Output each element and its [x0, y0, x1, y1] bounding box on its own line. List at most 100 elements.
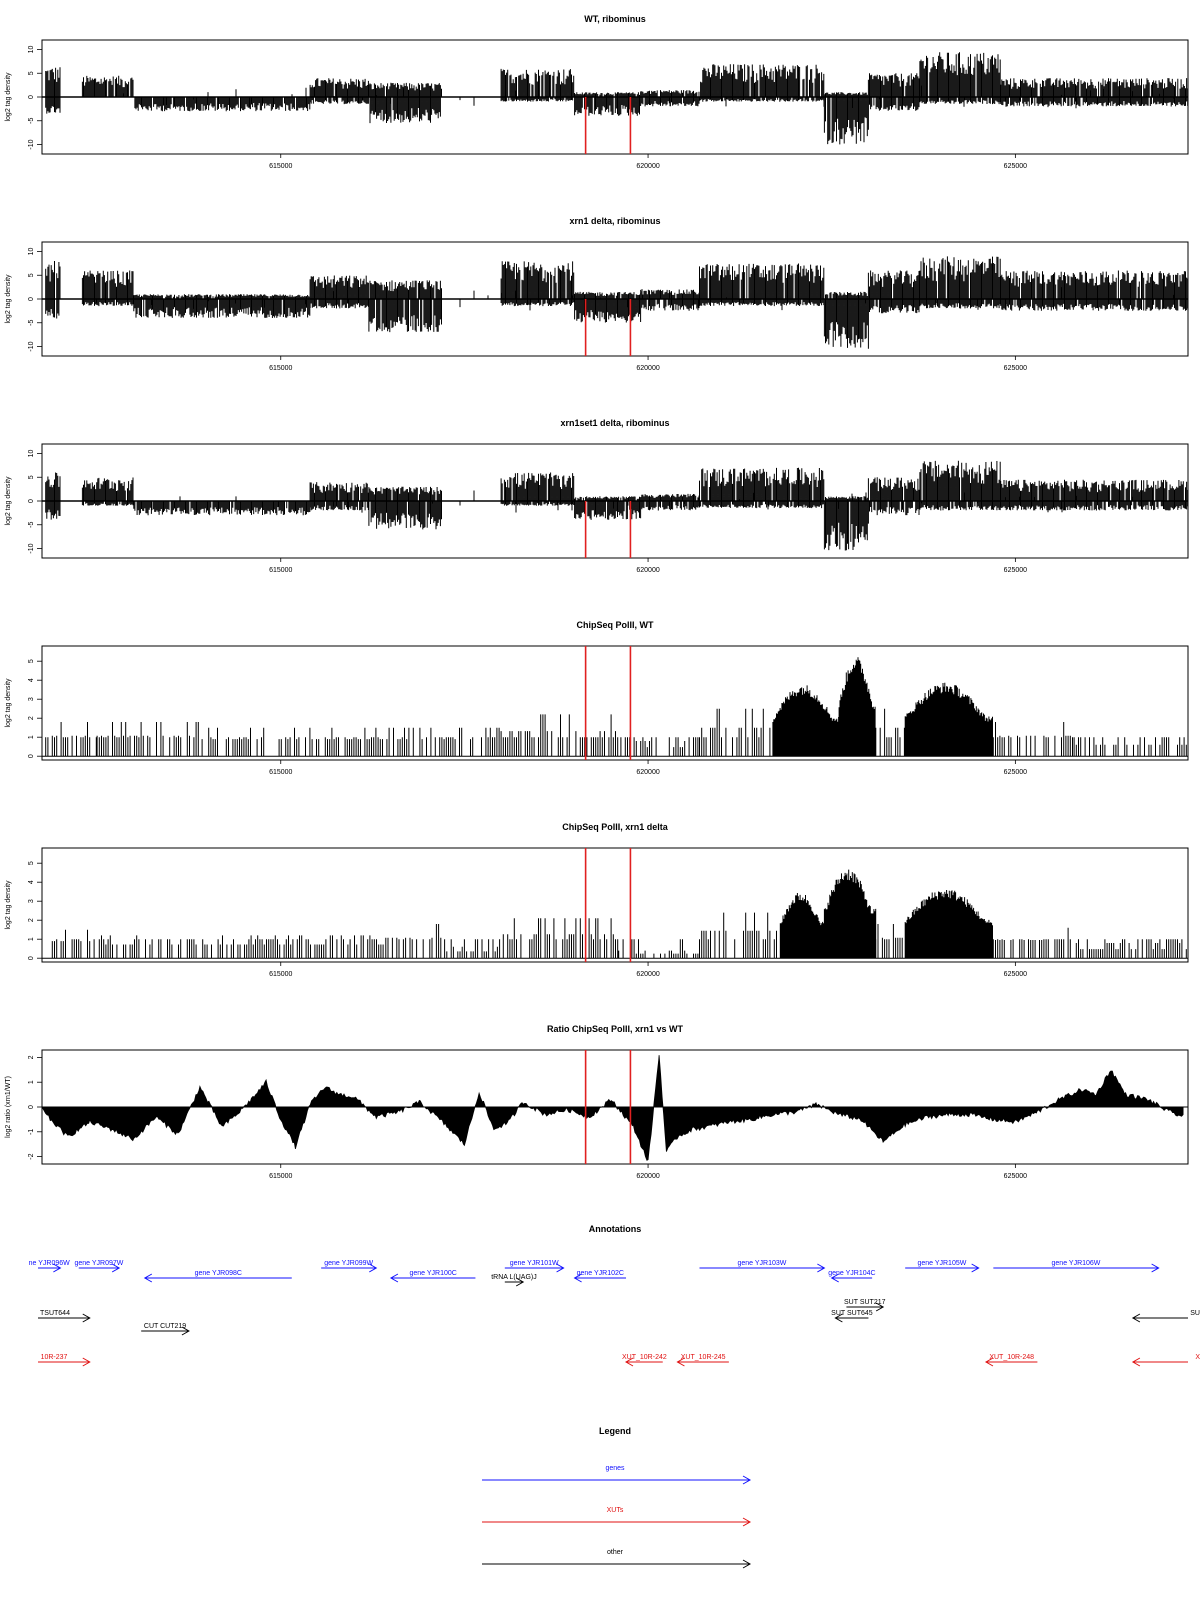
other-arrow [1131, 1313, 1188, 1323]
x-tick-label: 625000 [1004, 1173, 1027, 1180]
gene-arrow [573, 1273, 627, 1283]
legend-label: XUTs [607, 1507, 624, 1514]
panel-2: xrn1 delta, ribominus 10 5 0 -5 -10 log2 tag d… [5, 216, 1189, 372]
legend-label: other [607, 1549, 624, 1556]
y-tick-label: 5 [28, 273, 35, 277]
panel-1: WT, ribominus 10 5 0 -5 -10 log2 tag density 61… [5, 14, 1189, 170]
y-tick-label: 1 [28, 735, 35, 739]
y-tick-label: 0 [28, 499, 35, 503]
gene-arrow [38, 1263, 62, 1273]
gene-label: gene YJR104C [828, 1270, 875, 1277]
y-tick-label: 5 [28, 475, 35, 479]
x-tick-label: 620000 [636, 163, 659, 170]
y-tick-label: -5 [28, 118, 35, 124]
y-tick-label: 10 [28, 46, 35, 54]
xut-label: XUT_10R-248 [989, 1354, 1034, 1361]
x-tick-label: 625000 [1004, 365, 1027, 372]
panel-title: xrn1 delta, ribominus [569, 216, 660, 226]
x-tick-label: 625000 [1004, 567, 1027, 574]
x-tick-label: 615000 [269, 769, 292, 776]
gene-arrow [78, 1263, 121, 1273]
signal-bars [51, 869, 1187, 959]
x-tick-label: 620000 [636, 1173, 659, 1180]
gene-label: gene YJR105W [917, 1260, 966, 1267]
y-tick-label: -1 [28, 1129, 35, 1135]
y-tick-label: 1 [28, 937, 35, 941]
y-tick-label: 4 [28, 678, 35, 682]
x-tick-label: 615000 [269, 365, 292, 372]
y-tick-label: 2 [28, 918, 35, 922]
legend-arrow [482, 1559, 752, 1569]
signal-bars [45, 657, 1187, 757]
xut-label: X [1195, 1354, 1200, 1361]
y-tick-label: 1 [28, 1080, 35, 1084]
y-tick-label: 4 [28, 880, 35, 884]
x-tick-label: 620000 [636, 971, 659, 978]
gene-arrow [699, 1263, 826, 1273]
y-tick-label: -5 [28, 320, 35, 326]
annotations-track: Annotations ne YJR096W gene YJR097W gene YJ… [29, 1224, 1200, 1367]
panel-title: ChipSeq PolII, WT [577, 620, 654, 630]
x-tick-label: 615000 [269, 567, 292, 574]
xut-label: XUT_10R-242 [622, 1354, 667, 1361]
other-label: tRNA L(UAG)J [491, 1274, 537, 1281]
gene-label: gene YJR097W [74, 1260, 123, 1267]
signal-bars [45, 460, 1188, 551]
y-tick-label: -10 [28, 543, 35, 553]
signal-bars [45, 256, 1188, 349]
y-tick-label: 3 [28, 899, 35, 903]
y-tick-label: -10 [28, 341, 35, 351]
other-label: SUT SUT645 [831, 1310, 873, 1317]
gene-label: gene YJR103W [737, 1260, 786, 1267]
gene-arrow [993, 1263, 1160, 1273]
panel-title: WT, ribominus [584, 14, 646, 24]
y-tick-label: -10 [28, 139, 35, 149]
panel-title: xrn1set1 delta, ribominus [560, 418, 669, 428]
xut-arrow [38, 1357, 91, 1367]
gene-arrow [504, 1263, 565, 1273]
legend-arrow [482, 1517, 752, 1527]
panel-title: ChipSeq PolII, xrn1 delta [562, 822, 669, 832]
y-tick-label: 5 [28, 861, 35, 865]
panel-4: ChipSeq PolII, WT 5 4 3 2 1 0 log2 tag density 6… [5, 620, 1189, 776]
y-tick-label: 10 [28, 248, 35, 256]
y-tick-label: -2 [28, 1153, 35, 1159]
xut-arrow [625, 1357, 663, 1367]
y-axis-label: log2 tag density [5, 880, 12, 930]
x-tick-label: 625000 [1004, 971, 1027, 978]
gene-label: gene YJR106W [1052, 1260, 1101, 1267]
other-arrow [834, 1313, 869, 1323]
legend-arrow [482, 1475, 752, 1485]
y-axis-label: log2 ratio (xrn1/WT) [5, 1076, 12, 1138]
data-layer [42, 52, 1188, 145]
other-arrow [141, 1326, 190, 1336]
annotations-title: Annotations [589, 1224, 642, 1234]
y-axis-label: log2 tag density [5, 678, 12, 728]
xut-arrow [984, 1357, 1038, 1367]
other-arrow [846, 1302, 885, 1312]
y-tick-label: 2 [28, 716, 35, 720]
x-tick-label: 625000 [1004, 769, 1027, 776]
xut-label: 10R-237 [41, 1354, 68, 1361]
other-label: TSUT644 [40, 1310, 70, 1317]
y-tick-label: 5 [28, 659, 35, 663]
gene-arrow [830, 1273, 873, 1283]
y-tick-label: 3 [28, 697, 35, 701]
gene-label: gene YJR101W [510, 1260, 559, 1267]
gene-arrow [321, 1263, 378, 1273]
data-layer [42, 869, 1188, 959]
xut-arrow [1131, 1357, 1188, 1367]
data-layer [42, 1055, 1188, 1161]
gene-arrow [905, 1263, 980, 1273]
gene-label: gene YJR102C [577, 1270, 624, 1277]
gene-arrow [389, 1273, 476, 1283]
y-tick-label: 5 [28, 71, 35, 75]
gene-label: gene YJR099W [324, 1260, 373, 1267]
legend-label: genes [605, 1465, 625, 1472]
x-tick-label: 625000 [1004, 163, 1027, 170]
ratio-area [42, 1055, 1184, 1161]
y-tick-label: 0 [28, 1105, 35, 1109]
x-tick-label: 615000 [269, 971, 292, 978]
gene-label: ne YJR096W [29, 1260, 71, 1267]
data-layer [42, 256, 1188, 349]
